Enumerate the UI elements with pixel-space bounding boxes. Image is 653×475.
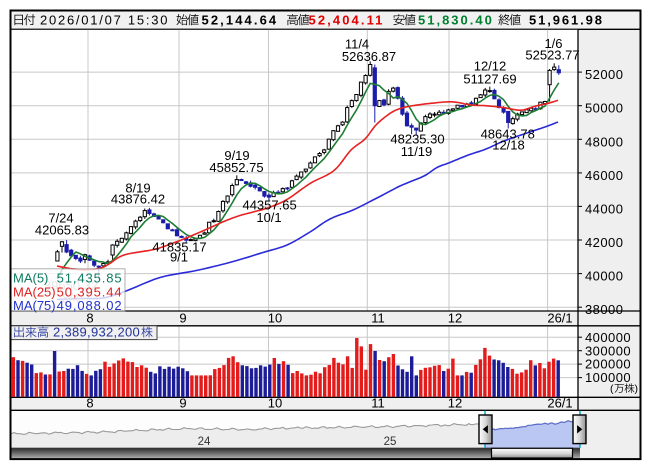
svg-text:41835.17: 41835.17 [152, 239, 206, 254]
svg-text:MA(5): MA(5) [13, 271, 48, 286]
svg-text:9/19: 9/19 [224, 148, 249, 163]
svg-text:9: 9 [179, 395, 186, 410]
svg-text:26/1: 26/1 [547, 395, 572, 410]
svg-text:2,389,932,200: 2,389,932,200 [53, 325, 140, 340]
svg-text:42065.83: 42065.83 [35, 223, 89, 238]
svg-text:(: ( [610, 383, 614, 395]
svg-text:51,961.98: 51,961.98 [529, 12, 604, 27]
svg-text:10: 10 [268, 395, 282, 410]
svg-text:MA(75): MA(75) [13, 298, 56, 313]
svg-text:42000: 42000 [585, 235, 623, 250]
svg-text:46000: 46000 [585, 168, 623, 183]
svg-text:51127.69: 51127.69 [463, 72, 516, 87]
svg-text:11/19: 11/19 [401, 144, 433, 159]
svg-text:7/24: 7/24 [48, 211, 73, 226]
svg-text:8: 8 [86, 395, 93, 410]
svg-text:44357.65: 44357.65 [242, 198, 296, 213]
svg-text:49,088.02: 49,088.02 [57, 298, 123, 313]
svg-text:2026/01/07 15:30: 2026/01/07 15:30 [40, 12, 169, 27]
svg-text:11: 11 [371, 395, 385, 410]
svg-text:40000: 40000 [585, 269, 623, 284]
svg-text:10: 10 [268, 310, 282, 325]
svg-text:9/1: 9/1 [170, 249, 188, 264]
svg-text:): ) [635, 383, 639, 395]
svg-text:1/6: 1/6 [544, 36, 562, 51]
svg-text:50000: 50000 [585, 101, 623, 116]
svg-text:25: 25 [384, 436, 397, 448]
svg-text:48000: 48000 [585, 134, 623, 149]
svg-text:12/12: 12/12 [474, 59, 507, 74]
svg-text:48235.30: 48235.30 [390, 132, 444, 147]
svg-text:200000: 200000 [585, 357, 631, 372]
svg-text:10/1: 10/1 [256, 210, 281, 225]
svg-text:50,395.44: 50,395.44 [57, 285, 123, 300]
svg-text:8: 8 [86, 310, 93, 325]
svg-text:12: 12 [448, 310, 462, 325]
svg-text:51,830.40: 51,830.40 [418, 12, 494, 27]
svg-text:400000: 400000 [585, 330, 631, 345]
svg-text:38000: 38000 [585, 302, 623, 317]
svg-text:8/19: 8/19 [125, 181, 150, 196]
svg-text:52636.87: 52636.87 [342, 49, 396, 64]
svg-text:52,404.11: 52,404.11 [309, 12, 385, 27]
svg-text:44000: 44000 [585, 201, 623, 216]
svg-text:52523.77: 52523.77 [525, 48, 579, 63]
svg-text:24: 24 [198, 436, 211, 448]
svg-text:43876.42: 43876.42 [111, 192, 165, 207]
svg-text:300000: 300000 [585, 343, 631, 358]
svg-text:48643.78: 48643.78 [481, 126, 535, 141]
svg-text:11: 11 [371, 310, 385, 325]
svg-text:52,144.64: 52,144.64 [202, 12, 279, 27]
svg-text:45852.75: 45852.75 [209, 160, 263, 175]
svg-text:MA(25): MA(25) [13, 285, 56, 300]
svg-text:12: 12 [448, 395, 462, 410]
svg-text:11/4: 11/4 [345, 37, 369, 52]
svg-text:100000: 100000 [585, 370, 631, 385]
svg-text:26/1: 26/1 [547, 310, 572, 325]
svg-text:9: 9 [179, 310, 186, 325]
svg-text:51,435.85: 51,435.85 [57, 271, 123, 286]
svg-text:52000: 52000 [585, 67, 623, 82]
svg-text:12/18: 12/18 [492, 137, 525, 152]
